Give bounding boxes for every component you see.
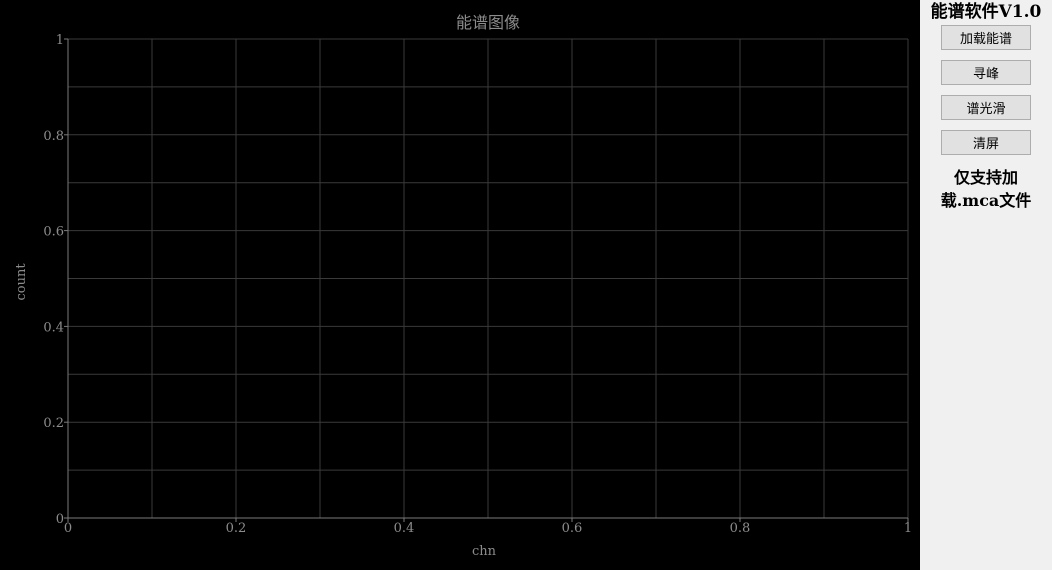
app-title: 能谱软件V1.0 [930,2,1042,22]
clear-screen-button[interactable]: 清屏 [941,130,1031,155]
x-tick-label: 0.4 [394,521,415,536]
chart-title: 能谱图像 [456,13,520,32]
y-tick-label: 0 [56,512,64,527]
spectrum-chart: 0 0.2 0.4 0.6 0.8 1 0 0.2 0.4 0.6 0.8 1 能谱图像 chn co… [14,13,912,559]
control-panel: 能谱软件V1.0 加载能谱 寻峰 谱光滑 清屏 仅支持加 载.mca文件 [920,0,1052,570]
y-tick-label: 0.8 [43,129,64,144]
x-tick-label: 0 [64,521,72,536]
y-tick-label: 1 [56,33,64,48]
x-axis-label: chn [472,544,497,559]
file-type-note-line2: 载.mca文件 [940,191,1032,210]
file-type-note: 仅支持加 载.mca文件 [920,166,1052,212]
x-tick-label: 1 [904,521,912,536]
y-tick-label: 0.4 [43,320,64,335]
y-tick-label: 0.6 [43,225,64,240]
x-tick-label: 0.2 [226,521,247,536]
y-tick-label: 0.2 [43,416,64,431]
y-axis-label: count [14,263,29,301]
spectrum-plot-area: 0 0.2 0.4 0.6 0.8 1 0 0.2 0.4 0.6 0.8 1 能谱图像 chn co… [0,0,920,570]
smooth-spectrum-button[interactable]: 谱光滑 [941,95,1031,120]
load-spectrum-button[interactable]: 加载能谱 [941,25,1031,50]
file-type-note-line1: 仅支持加 [953,168,1018,187]
x-tick-label: 0.8 [730,521,751,536]
x-tick-label: 0.6 [562,521,583,536]
find-peak-button[interactable]: 寻峰 [941,60,1031,85]
